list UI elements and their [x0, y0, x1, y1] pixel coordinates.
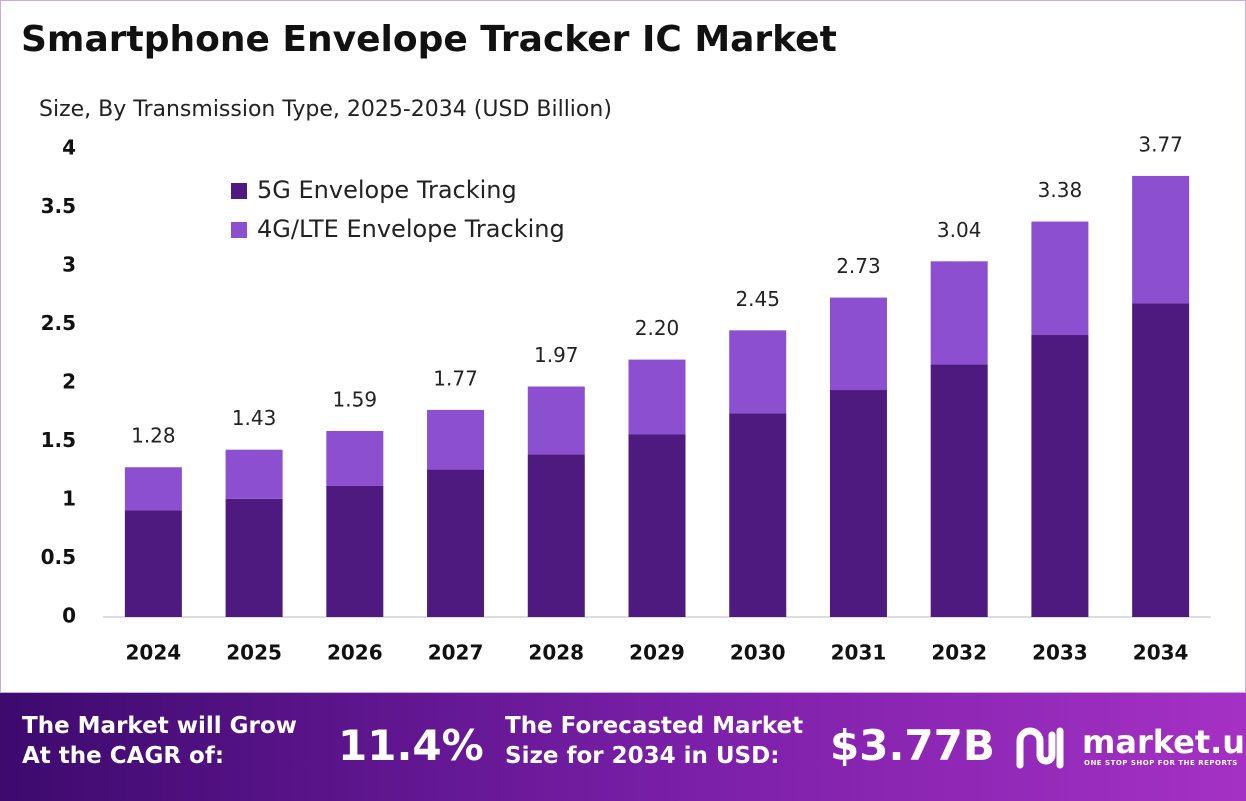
total-label: 1.77	[433, 366, 478, 390]
chart-title: Smartphone Envelope Tracker IC Market	[21, 19, 837, 60]
y-tick-label: 0	[62, 604, 76, 628]
total-label: 1.97	[534, 343, 579, 367]
bar-segment	[930, 261, 988, 365]
chart: Smartphone Envelope Tracker IC Market Si…	[0, 0, 1246, 693]
total-label: 3.04	[937, 218, 982, 242]
text: Size for 2034 in USD:	[505, 743, 780, 769]
bar-segment	[628, 359, 686, 435]
x-tick-label: 2028	[528, 641, 584, 665]
bar-segment	[124, 510, 182, 617]
x-tick-label: 2029	[629, 641, 685, 665]
total-label: 2.73	[836, 254, 881, 278]
y-tick-label: 4	[62, 136, 76, 160]
x-tick-label: 2027	[428, 641, 484, 665]
bar-segment	[225, 498, 283, 617]
x-tick-label: 2026	[327, 641, 383, 665]
x-tick-label: 2024	[126, 641, 182, 665]
bar-segment	[326, 430, 384, 486]
x-tick-label: 2033	[1032, 641, 1088, 665]
bar-segment	[427, 409, 485, 470]
chart-subtitle: Size, By Transmission Type, 2025-2034 (U…	[39, 97, 612, 122]
cagr-label: The Market will Grow At the CAGR of:	[22, 711, 297, 771]
bar-segment	[829, 297, 887, 391]
y-tick-label: 1	[62, 487, 76, 511]
total-label: 3.38	[1038, 178, 1083, 202]
x-tick-label: 2032	[931, 641, 987, 665]
bar-segment	[1031, 221, 1089, 336]
size-label: The Forecasted Market Size for 2034 in US…	[505, 711, 803, 771]
total-label: 2.20	[635, 316, 680, 340]
bar-segment	[527, 454, 585, 617]
bar-segment	[1132, 175, 1190, 304]
y-tick-label: 2	[62, 370, 76, 394]
x-tick-label: 2030	[730, 641, 786, 665]
total-label: 2.45	[735, 287, 780, 311]
text: At the CAGR of:	[22, 743, 225, 769]
y-tick-label: 2.5	[41, 311, 76, 335]
y-tick-label: 1.5	[41, 428, 76, 452]
size-value: $3.77B	[830, 721, 995, 770]
bar-segment	[930, 364, 988, 617]
total-label: 1.59	[333, 387, 378, 411]
x-tick-label: 2025	[226, 641, 282, 665]
bar-segment	[1132, 303, 1190, 617]
tagline: ONE STOP SHOP FOR THE REPORTS	[1084, 759, 1238, 767]
bar-segment	[225, 449, 283, 499]
legend-swatch	[231, 183, 247, 199]
bar-segment	[829, 390, 887, 617]
bar-segment	[527, 386, 585, 455]
y-tick-label: 3.5	[41, 194, 76, 218]
y-tick-label: 0.5	[41, 545, 76, 569]
bar-segment	[427, 469, 485, 617]
x-tick-label: 2034	[1133, 641, 1189, 665]
logo-icon	[1016, 727, 1064, 769]
legend-swatch	[231, 222, 247, 238]
bar-segment	[326, 485, 384, 617]
text: The Forecasted Market	[505, 713, 804, 739]
bar-segment	[729, 330, 787, 414]
total-label: 1.43	[232, 406, 277, 430]
y-tick-label: 3	[62, 253, 76, 277]
legend-label: 5G Envelope Tracking	[257, 176, 517, 204]
total-label: 3.77	[1138, 132, 1183, 156]
cagr-value: 11.4%	[338, 721, 484, 770]
bar-segment	[729, 413, 787, 617]
bar-segment	[628, 434, 686, 617]
total-label: 1.28	[131, 424, 176, 448]
brand: market.us	[1082, 723, 1246, 761]
bar-segment	[124, 467, 182, 511]
x-tick-label: 2031	[831, 641, 887, 665]
bar-segment	[1031, 335, 1089, 617]
text: The Market will Grow	[22, 713, 297, 739]
legend-label: 4G/LTE Envelope Tracking	[257, 215, 565, 243]
footer: The Market will Grow At the CAGR of: 11.4…	[0, 693, 1246, 801]
